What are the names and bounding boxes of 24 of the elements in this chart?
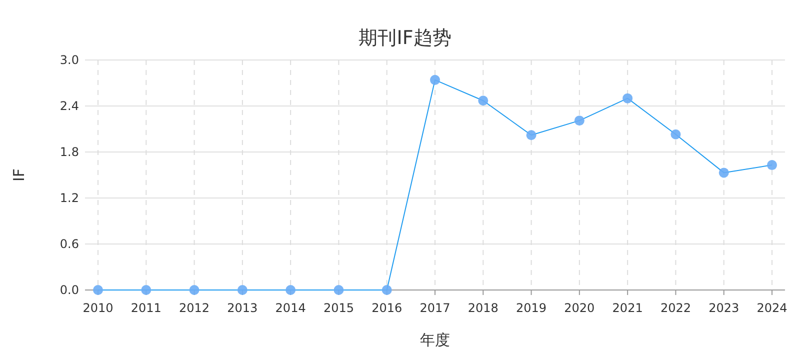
- x-tick-label: 2022: [660, 301, 691, 315]
- x-tick-label: 2016: [372, 301, 402, 315]
- x-tick-label: 2014: [275, 301, 306, 315]
- y-tick-label: 0.6: [60, 237, 79, 251]
- chart-title: 期刊IF趋势: [358, 27, 452, 49]
- x-tick-label: 2015: [323, 301, 354, 315]
- x-axis-title: 年度: [420, 331, 450, 349]
- x-tick-label: 2013: [227, 301, 258, 315]
- x-tick-label: 2023: [708, 301, 740, 315]
- y-tick-label: 2.4: [60, 99, 79, 113]
- x-tick-label: 2024: [756, 301, 788, 315]
- x-tick-label: 2021: [612, 301, 643, 315]
- y-tick-label: 0.0: [60, 283, 79, 297]
- x-tick-label: 2012: [179, 301, 210, 315]
- y-tick-label: 1.8: [60, 145, 79, 159]
- x-tick-label: 2020: [564, 301, 595, 315]
- y-axis-title: IF: [10, 168, 28, 182]
- y-tick-label: 3.0: [60, 53, 79, 67]
- x-tick-label: 2010: [82, 301, 114, 315]
- x-tick-label: 2018: [468, 301, 498, 315]
- x-tick-label: 2019: [516, 301, 547, 315]
- x-tick-label: 2017: [420, 301, 450, 315]
- x-tick-label: 2011: [130, 301, 162, 315]
- y-tick-label: 1.2: [60, 191, 79, 205]
